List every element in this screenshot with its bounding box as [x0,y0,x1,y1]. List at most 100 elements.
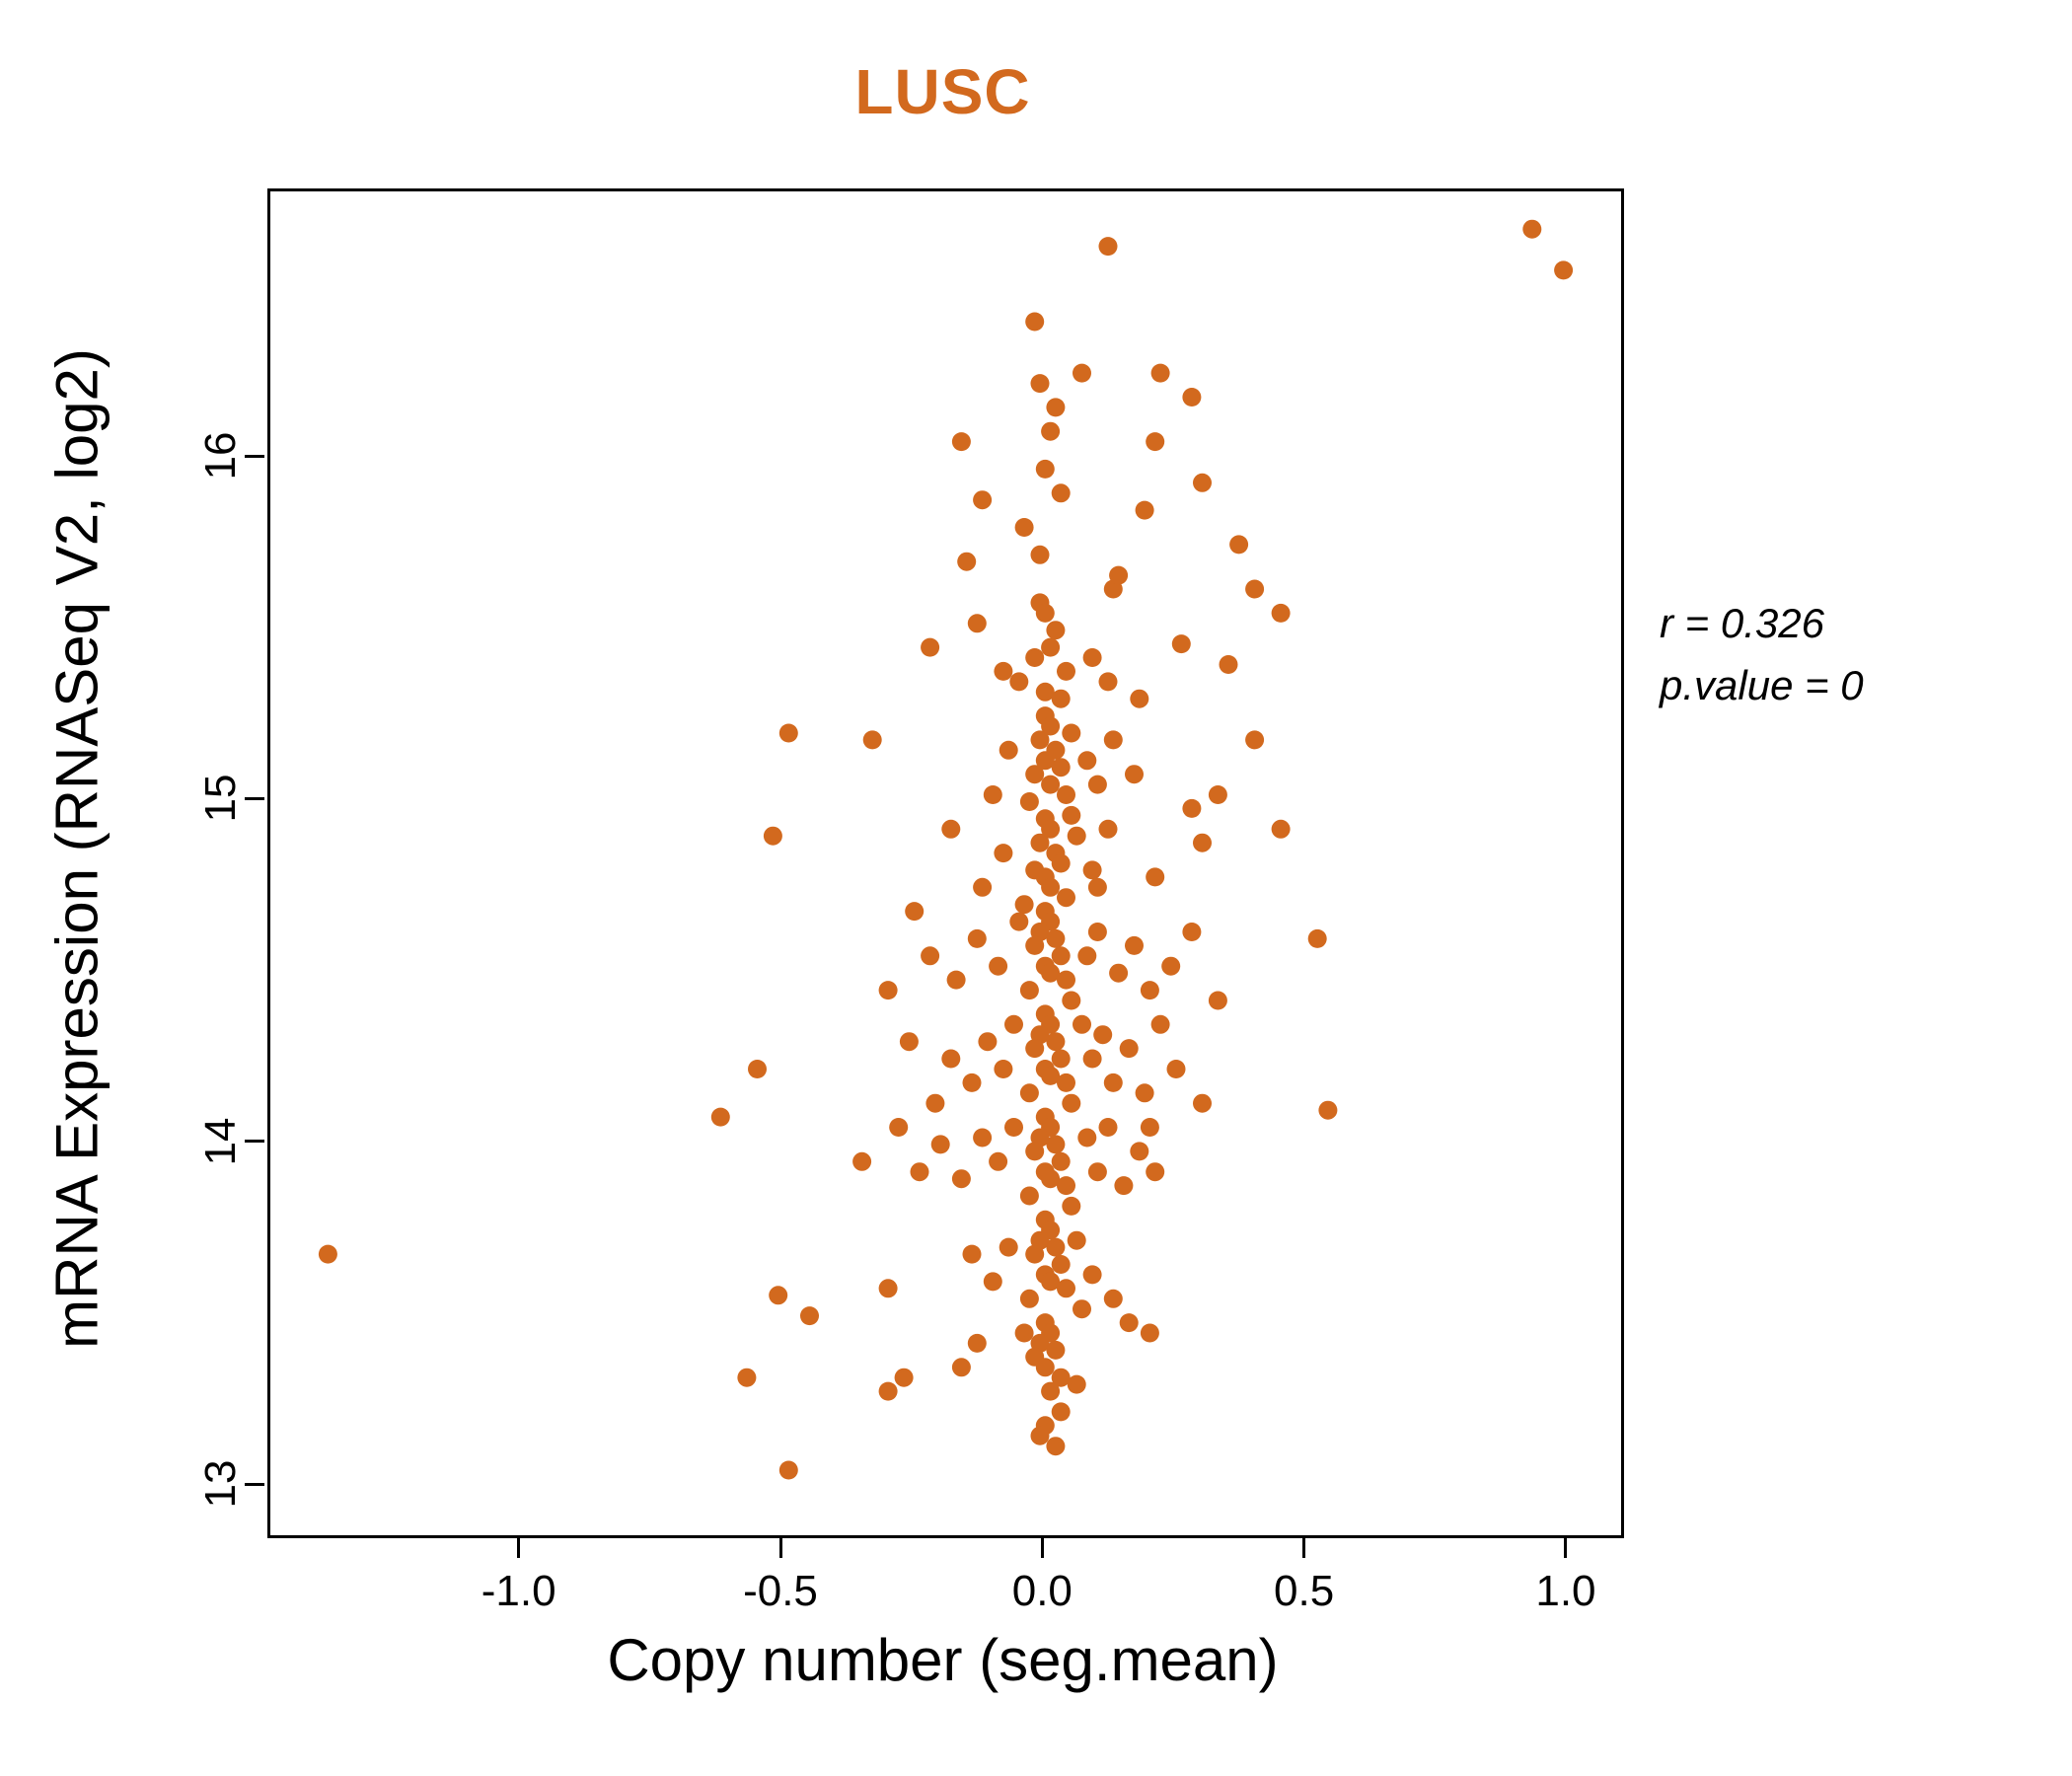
data-point [1150,1014,1170,1034]
data-point [1193,473,1212,492]
data-point [1307,928,1327,948]
data-point [1229,535,1249,555]
data-point [1150,363,1170,383]
data-point [951,432,971,452]
data-point [1125,935,1144,955]
data-point [1057,970,1075,990]
data-point [1057,1176,1075,1196]
correlation-annotation: r = 0.326 p.value = 0 [1660,592,1864,716]
data-point [1182,388,1202,407]
data-point [999,1237,1018,1257]
data-point [973,877,993,897]
data-point [1041,1169,1061,1189]
data-point [1025,1039,1045,1059]
data-point [1004,1014,1023,1034]
data-point [1208,991,1227,1010]
data-point [1051,853,1071,873]
x-axis-title: Copy number (seg.mean) [607,1627,1279,1693]
data-point [1109,565,1129,585]
data-point [1035,682,1055,702]
data-point [1098,1118,1118,1137]
data-point [1087,923,1107,941]
x-axis-tick-label: 0.5 [1274,1567,1335,1615]
data-point [1035,1358,1055,1377]
data-point [967,928,987,948]
y-axis-tick-label: 16 [196,431,245,481]
data-point [1009,672,1029,692]
data-point [1019,1083,1039,1103]
data-point [1041,963,1061,983]
x-axis-tick [1302,1538,1306,1558]
data-point [1073,363,1091,383]
data-point [748,1060,767,1078]
data-point [1522,219,1542,239]
data-point [1271,819,1291,839]
data-point [1035,459,1055,479]
data-point [1046,398,1066,417]
data-point [967,614,987,633]
data-point [1114,1176,1134,1196]
data-point [1046,621,1066,640]
data-point [1087,1162,1107,1182]
data-point [1130,689,1149,708]
data-point [989,1151,1008,1171]
data-point [1041,1272,1061,1292]
data-point [1140,1118,1159,1137]
data-point [1057,661,1075,681]
x-axis-tick-label: -0.5 [743,1567,818,1615]
data-point [1245,730,1265,750]
data-point [1030,730,1050,750]
data-point [957,552,977,571]
data-point [983,1272,1002,1292]
data-point [1077,946,1097,966]
data-point [994,1060,1013,1078]
data-point [1082,1265,1102,1285]
data-point [894,1368,914,1387]
data-point [1046,1237,1066,1257]
data-point [1146,1162,1165,1182]
data-point [1030,545,1050,564]
data-point [994,844,1013,863]
data-point [1082,648,1102,667]
data-point [1062,1196,1081,1216]
data-point [1019,792,1039,811]
data-point [1046,1437,1066,1456]
data-point [1025,312,1045,332]
data-point [951,1358,971,1377]
data-point [951,1169,971,1189]
data-point [1067,826,1086,846]
data-point [1046,1340,1066,1360]
data-point [1073,1299,1091,1319]
data-point [1119,1039,1139,1059]
data-point [1041,421,1061,441]
data-point [889,1118,909,1137]
data-point [1208,785,1227,804]
data-point [763,826,782,846]
data-point [878,1279,898,1298]
data-point [1146,432,1165,452]
data-point [946,970,966,990]
data-point [1025,648,1045,667]
x-axis-tick-label: 0.0 [1011,1567,1073,1615]
data-point [1103,730,1123,750]
data-point [1245,579,1265,599]
data-point [1067,1230,1086,1250]
data-point [1193,833,1212,852]
data-point [962,1244,982,1264]
data-point [1087,877,1107,897]
data-point [1166,1060,1186,1078]
data-point [1140,981,1159,1000]
data-point [1135,500,1154,520]
data-point [921,637,940,657]
data-point [1219,655,1238,674]
data-point [1119,1313,1139,1333]
y-axis-tick-label: 15 [196,774,245,823]
data-point [778,1460,798,1480]
data-point [1125,765,1144,784]
y-axis-tick-label: 14 [196,1117,245,1166]
data-point [1182,923,1202,941]
data-point [1051,483,1071,503]
data-point [1140,1323,1159,1343]
data-point [1171,634,1191,654]
data-point [1093,1025,1113,1045]
